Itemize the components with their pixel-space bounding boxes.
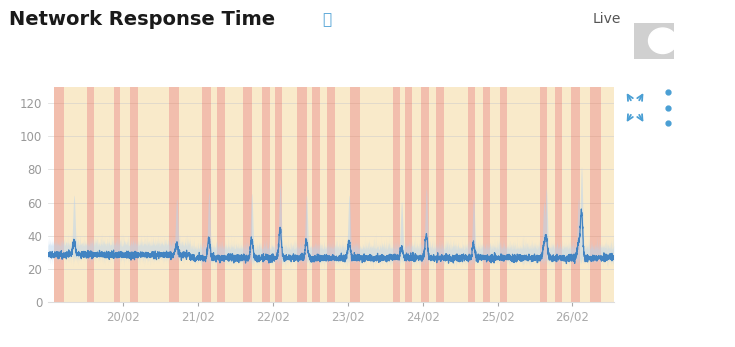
Bar (580, 87, 589, 302)
Bar (87, 87, 94, 302)
Bar (307, 87, 312, 302)
Text: Network Response Time: Network Response Time (9, 10, 275, 29)
Bar (562, 87, 571, 302)
Bar (539, 87, 547, 302)
Bar (327, 87, 335, 302)
Bar (359, 87, 392, 302)
Bar (429, 87, 436, 302)
Bar (404, 87, 412, 302)
Bar (282, 87, 298, 302)
Bar (400, 87, 404, 302)
Bar (298, 87, 307, 302)
Bar (500, 87, 507, 302)
Bar (217, 87, 225, 302)
Bar (169, 87, 179, 302)
Bar (350, 87, 359, 302)
Bar (483, 87, 490, 302)
Bar (589, 87, 601, 302)
Circle shape (648, 28, 677, 53)
Bar (475, 87, 483, 302)
Bar (436, 87, 443, 302)
Bar (507, 87, 539, 302)
Bar (211, 87, 217, 302)
Bar (130, 87, 137, 302)
Bar (571, 87, 580, 302)
Bar (94, 87, 114, 302)
Bar (547, 87, 554, 302)
Bar (243, 87, 252, 302)
Bar (312, 87, 320, 302)
Bar (252, 87, 262, 302)
Bar (120, 87, 130, 302)
Bar (392, 87, 400, 302)
Bar (554, 87, 562, 302)
Bar (179, 87, 202, 302)
Text: Live: Live (592, 12, 621, 26)
Bar (64, 87, 87, 302)
Text: ⓘ: ⓘ (323, 12, 331, 27)
Bar (335, 87, 350, 302)
Bar (490, 87, 500, 302)
Bar (412, 87, 421, 302)
FancyBboxPatch shape (626, 20, 681, 62)
Bar (320, 87, 327, 302)
Bar (467, 87, 475, 302)
Bar (275, 87, 282, 302)
Bar (601, 87, 614, 302)
Bar (225, 87, 243, 302)
Bar (202, 87, 211, 302)
Bar (54, 87, 64, 302)
Bar (137, 87, 169, 302)
Bar (270, 87, 275, 302)
Bar (114, 87, 120, 302)
Bar (262, 87, 270, 302)
Bar (421, 87, 429, 302)
Bar (443, 87, 467, 302)
